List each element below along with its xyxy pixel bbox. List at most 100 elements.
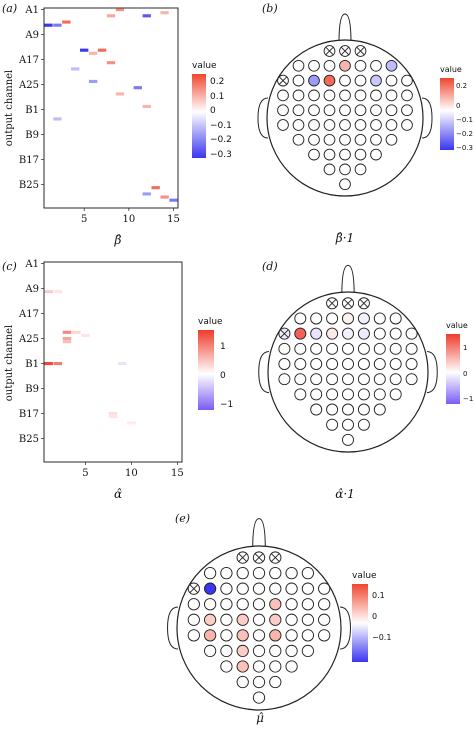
electrode — [401, 104, 413, 117]
electrode — [323, 104, 336, 117]
y-tick-label: B17 — [19, 155, 39, 166]
electrode — [323, 74, 336, 87]
head-outline — [176, 545, 342, 711]
electrode — [405, 373, 418, 386]
electrode — [187, 613, 200, 626]
excluded-mark — [189, 584, 199, 593]
electrode — [339, 163, 351, 176]
legend-a-tick-4: −0.2 — [210, 135, 232, 145]
electrode — [342, 388, 354, 401]
heatmap-cell — [53, 117, 62, 121]
electrode — [357, 358, 370, 370]
legend-e-tick-2: −0.1 — [372, 633, 391, 642]
electrode — [310, 358, 323, 370]
electrode — [326, 358, 339, 370]
electrode — [401, 119, 413, 131]
legend-d-title: value — [446, 321, 468, 330]
electrode — [370, 119, 382, 131]
electrode — [318, 629, 331, 642]
electrode — [326, 388, 339, 401]
electrode — [342, 403, 354, 416]
legend-e-colorbar — [352, 584, 368, 662]
electrode — [203, 613, 217, 626]
electrode — [389, 373, 402, 386]
electrode — [301, 566, 315, 580]
excluded-mark — [325, 46, 334, 56]
legend-e-tick-0: 0.1 — [372, 591, 385, 600]
legend-a: value 0.2 0.1 0 −0.1 −0.2 −0.3 — [192, 61, 232, 160]
electrode — [339, 59, 351, 72]
y-tick-label: A1 — [24, 259, 39, 270]
y-tick-label: B9 — [25, 384, 39, 395]
ear-outline — [258, 350, 270, 394]
y-tick-label: A9 — [24, 284, 39, 295]
excluded-mark — [340, 46, 350, 56]
heatmap-frame — [43, 7, 179, 209]
y-tick-label: A1 — [24, 5, 39, 16]
electrode — [278, 342, 291, 355]
electrode — [326, 373, 339, 386]
electrode — [294, 327, 307, 340]
electrode — [323, 119, 336, 131]
y-tick-label: B1 — [25, 105, 39, 116]
electrode — [269, 675, 282, 689]
head-diagram-b — [257, 13, 433, 197]
electrode — [401, 74, 413, 87]
heatmap-cell — [106, 61, 116, 65]
electrode — [389, 327, 402, 340]
y-tick-label: A17 — [18, 309, 39, 320]
electrode — [285, 582, 298, 595]
nose-outline — [252, 518, 266, 550]
electrode — [252, 629, 266, 642]
electrode — [354, 89, 367, 102]
electrode — [310, 388, 323, 401]
electrode — [292, 89, 305, 102]
nose-outline — [341, 264, 355, 296]
electrode — [323, 133, 336, 146]
legend-c-tick-2: −1 — [220, 400, 233, 410]
electrode — [301, 629, 315, 642]
y-tick-label: B17 — [19, 409, 39, 420]
electrode — [357, 327, 370, 340]
heatmap-cell — [71, 330, 81, 334]
head-diagram-e — [167, 518, 351, 711]
electrode — [292, 59, 305, 72]
electrode — [373, 358, 386, 370]
heatmap-cell — [44, 362, 53, 366]
electrode — [187, 598, 200, 611]
electrode — [373, 388, 386, 401]
excluded-mark — [356, 46, 365, 56]
x-tick-label: 5 — [82, 468, 88, 479]
heatmap-cell — [108, 412, 118, 416]
electrode — [236, 582, 249, 595]
electrode — [405, 342, 418, 355]
legend-d: value 1 0 −1 — [446, 321, 473, 404]
electrode — [236, 644, 249, 658]
excluded-mark — [327, 299, 337, 308]
electrode — [308, 104, 320, 117]
electrode — [252, 660, 266, 673]
electrode — [342, 433, 354, 446]
y-tick-label: A9 — [24, 30, 39, 41]
electrode — [389, 312, 402, 325]
electrode — [301, 644, 315, 658]
legend-e: value 0.1 0 −0.1 — [352, 571, 391, 662]
legend-c: value 1 0 −1 — [198, 317, 233, 410]
electrode — [370, 59, 382, 72]
electrode — [285, 644, 298, 658]
electrode — [277, 89, 289, 102]
legend-a-colorbar — [192, 74, 206, 158]
electrode — [385, 59, 398, 72]
electrode — [220, 644, 233, 658]
electrode — [269, 566, 282, 580]
electrode — [236, 675, 249, 689]
electrode — [220, 660, 233, 673]
y-tick-label: A17 — [18, 55, 39, 66]
legend-a-tick-2: 0 — [210, 106, 216, 116]
panel-b-label: (b) — [262, 2, 278, 15]
legend-b-tick-3: −0.2 — [456, 130, 473, 138]
panel-d-label: (d) — [262, 260, 278, 273]
electrode — [285, 613, 298, 626]
electrode — [292, 74, 305, 87]
